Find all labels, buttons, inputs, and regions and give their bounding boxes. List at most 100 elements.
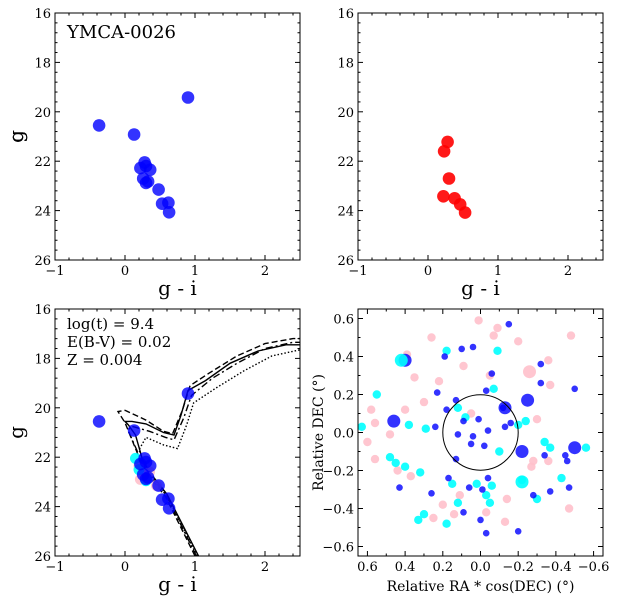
data-point-field <box>514 337 523 346</box>
data-point-members <box>467 440 475 448</box>
plot-area <box>437 135 472 219</box>
data-point-cyan <box>453 403 463 412</box>
data-point-selected <box>458 206 472 219</box>
isochrone-dashed <box>116 337 300 556</box>
data-point-field <box>546 380 555 390</box>
data-point-members <box>537 360 545 368</box>
x-tick-label: 1 <box>494 264 502 279</box>
data-point-field <box>438 500 447 509</box>
data-point-cyan <box>442 519 451 528</box>
isochrone-solid <box>123 344 300 556</box>
data-point-cyan <box>416 468 425 477</box>
data-point-field <box>500 517 510 526</box>
data-point-field <box>474 316 483 325</box>
cluster-radius-circle <box>442 394 519 471</box>
ticks <box>54 308 300 557</box>
data-point-field <box>370 418 380 428</box>
data-point-large <box>387 414 401 428</box>
data-point-members <box>469 343 477 351</box>
data-point-members <box>469 433 477 440</box>
axes-frame <box>54 308 301 557</box>
data-point-members <box>460 417 467 425</box>
isochrone-dotted <box>138 349 300 556</box>
ticks <box>357 12 603 261</box>
data-point-cyan <box>546 443 555 452</box>
y-tick-label: 18 <box>337 56 354 71</box>
data-point-members <box>143 163 157 177</box>
data-point-large <box>568 441 582 455</box>
data-point-field <box>564 504 574 513</box>
y-axis-label: g <box>4 426 28 439</box>
data-point-members <box>452 396 460 404</box>
data-point-members <box>441 353 449 360</box>
data-point-members <box>396 484 403 491</box>
data-point-members <box>152 479 165 492</box>
data-point-members <box>433 389 441 396</box>
data-point-cyan <box>581 443 591 452</box>
data-point-members <box>443 406 450 414</box>
data-point-members <box>484 474 492 482</box>
data-point-highlight <box>515 475 529 489</box>
data-point-field <box>434 377 444 386</box>
data-point-cyan <box>557 473 566 483</box>
ticks <box>358 309 603 556</box>
data-point-cyan <box>489 384 498 393</box>
data-point-members <box>127 128 141 141</box>
data-point-members <box>482 529 490 537</box>
x-tick-label: 2 <box>261 264 269 279</box>
data-point-cyan <box>448 479 457 488</box>
x-tick-label: 0 <box>121 264 129 279</box>
x-tick-label: 0.6 <box>357 560 378 575</box>
data-point-cyan <box>358 422 366 431</box>
x-tick-label: 0 <box>121 560 129 575</box>
data-point-field <box>400 405 410 414</box>
y-tick-label: −0.4 <box>322 503 354 518</box>
y-tick-label: 26 <box>34 550 51 565</box>
data-point-large <box>515 445 529 458</box>
x-tick-label: −1 <box>45 264 64 279</box>
axes-frame <box>357 12 604 261</box>
data-point-field <box>406 472 415 481</box>
data-point-cyan <box>493 346 502 355</box>
x-tick-label: 2 <box>564 264 572 279</box>
data-point-members <box>563 457 571 465</box>
data-point-members <box>445 474 452 482</box>
data-point-members <box>432 423 439 431</box>
data-point-selected <box>442 172 456 185</box>
y-tick-label: 18 <box>34 352 51 367</box>
data-point-members <box>571 385 578 393</box>
data-point-cyan <box>385 453 395 462</box>
x-tick-label: 0.4 <box>395 560 416 575</box>
data-point-cyan <box>421 424 430 433</box>
data-point-cyan <box>495 447 504 456</box>
data-point-field <box>566 331 576 340</box>
data-point-cyan <box>540 437 549 447</box>
data-point-members <box>562 452 569 459</box>
y-tick-label: 18 <box>34 56 51 71</box>
data-point-cyan <box>391 458 400 468</box>
data-point-members <box>475 415 482 423</box>
y-tick-label: 24 <box>337 205 354 220</box>
y-tick-label: 0.2 <box>333 389 354 404</box>
x-tick-label: −0.6 <box>578 560 610 575</box>
data-point-field <box>459 361 468 371</box>
y-tick-label: 22 <box>34 155 51 170</box>
data-point-members <box>488 370 496 377</box>
data-point-members <box>530 491 537 499</box>
plot-area <box>358 316 591 537</box>
x-axis-label: g - i <box>461 276 500 300</box>
data-point-field <box>393 466 402 475</box>
data-point-large <box>521 393 535 407</box>
data-point-members <box>92 119 106 132</box>
plot-area <box>92 91 195 219</box>
data-point-members <box>481 442 488 450</box>
data-point-cyan <box>414 515 423 525</box>
data-point-cyan <box>372 390 381 399</box>
y-tick-label: 26 <box>34 254 51 269</box>
y-tick-label: 0.4 <box>333 351 354 366</box>
data-point-members <box>454 431 462 438</box>
data-point-members <box>92 415 106 428</box>
x-axis-label: g - i <box>158 276 197 300</box>
